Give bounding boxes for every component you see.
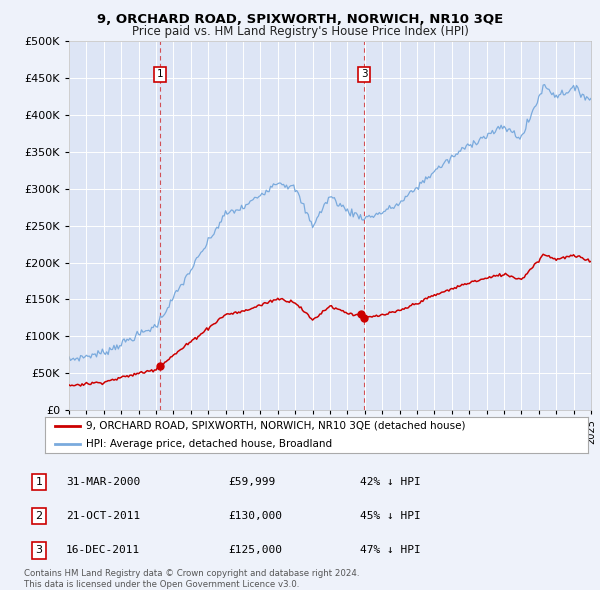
Text: Price paid vs. HM Land Registry's House Price Index (HPI): Price paid vs. HM Land Registry's House … — [131, 25, 469, 38]
Text: 9, ORCHARD ROAD, SPIXWORTH, NORWICH, NR10 3QE: 9, ORCHARD ROAD, SPIXWORTH, NORWICH, NR1… — [97, 13, 503, 26]
Text: Contains HM Land Registry data © Crown copyright and database right 2024.
This d: Contains HM Land Registry data © Crown c… — [24, 569, 359, 589]
Text: 45% ↓ HPI: 45% ↓ HPI — [360, 512, 421, 521]
Text: 42% ↓ HPI: 42% ↓ HPI — [360, 477, 421, 487]
Text: 31-MAR-2000: 31-MAR-2000 — [66, 477, 140, 487]
Text: 2: 2 — [35, 512, 43, 521]
Text: £130,000: £130,000 — [228, 512, 282, 521]
Text: 9, ORCHARD ROAD, SPIXWORTH, NORWICH, NR10 3QE (detached house): 9, ORCHARD ROAD, SPIXWORTH, NORWICH, NR1… — [86, 421, 465, 431]
Text: 3: 3 — [361, 70, 367, 80]
Text: £59,999: £59,999 — [228, 477, 275, 487]
Text: £125,000: £125,000 — [228, 546, 282, 555]
Text: HPI: Average price, detached house, Broadland: HPI: Average price, detached house, Broa… — [86, 439, 332, 449]
Text: 16-DEC-2011: 16-DEC-2011 — [66, 546, 140, 555]
Text: 1: 1 — [157, 70, 163, 80]
Text: 3: 3 — [35, 546, 43, 555]
Text: 47% ↓ HPI: 47% ↓ HPI — [360, 546, 421, 555]
Text: 21-OCT-2011: 21-OCT-2011 — [66, 512, 140, 521]
Text: 1: 1 — [35, 477, 43, 487]
